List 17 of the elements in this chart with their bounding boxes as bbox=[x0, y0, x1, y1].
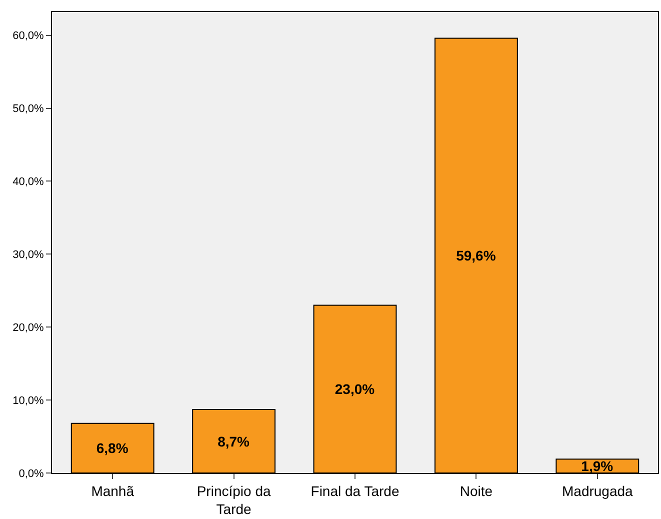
y-tick-label: 50,0% bbox=[12, 103, 44, 116]
x-tick-label: Final da Tarde bbox=[310, 482, 400, 499]
data-label: 1,9% bbox=[581, 458, 614, 474]
x-tick-label: Manhã bbox=[91, 482, 134, 499]
x-tick-label: Madrugada bbox=[562, 482, 634, 499]
y-tick-label: 20,0% bbox=[12, 322, 44, 334]
y-tick-label: 30,0% bbox=[12, 249, 44, 262]
data-label: 8,7% bbox=[218, 433, 250, 450]
data-label: 23,0% bbox=[334, 381, 376, 398]
x-tick-label: Princípio da Tarde bbox=[196, 482, 271, 517]
data-label: 59,6% bbox=[456, 248, 496, 264]
x-tick-label: Noite bbox=[460, 482, 493, 499]
data-label: 6,8% bbox=[96, 440, 129, 456]
y-tick-label: 60,0% bbox=[12, 30, 44, 42]
y-tick-label: 0,0% bbox=[18, 468, 44, 480]
y-tick-label: 10,0% bbox=[12, 394, 44, 407]
y-tick-label: 40,0% bbox=[12, 176, 44, 188]
